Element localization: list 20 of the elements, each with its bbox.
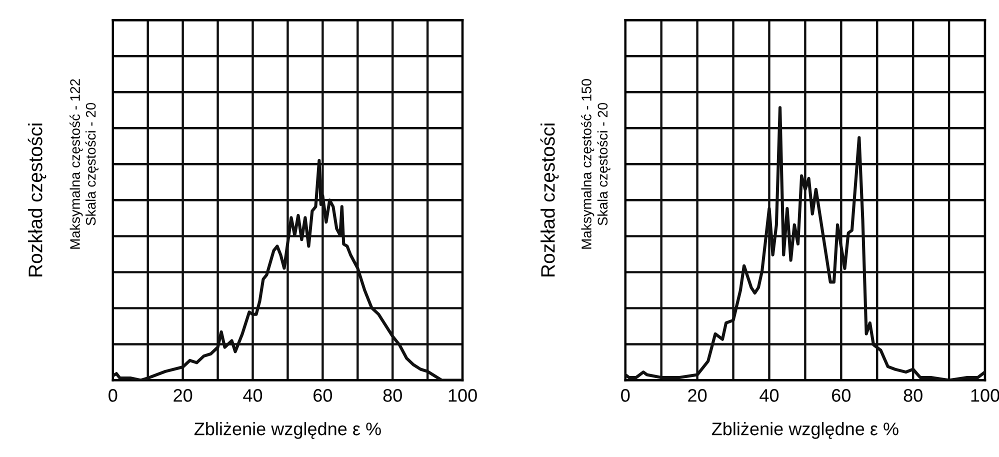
x-tick-label: 40 [243,389,262,402]
x-tick-label: 80 [904,389,922,402]
x-tick-label: 40 [760,389,779,402]
x-tick-label: 0 [621,389,630,402]
x-tick-label: 100 [448,389,477,402]
x-tick-label: 0 [108,389,118,402]
x-axis-title: Zbliżenie względne ε % [194,422,381,439]
x-tick-label: 80 [383,389,402,402]
x-tick-label: 100 [971,389,999,402]
text: Skala częstości - 20 [85,102,98,226]
text: Maksymalna częstość - 150 [581,79,594,249]
x-tick-label: 20 [174,389,192,402]
x-axis-title: Zbliżenie względne ε % [712,422,898,439]
x-tick-label: 60 [832,389,850,402]
x-tick-label: 60 [314,389,332,402]
text: Maksymalna częstość - 122 [70,79,83,249]
text: Skala częstości - 20 [597,102,610,226]
x-tick-label: 20 [688,389,707,402]
y-axis-title: Rozkład częstości [540,124,559,276]
y-axis-title: Rozkład częstości [28,124,46,276]
